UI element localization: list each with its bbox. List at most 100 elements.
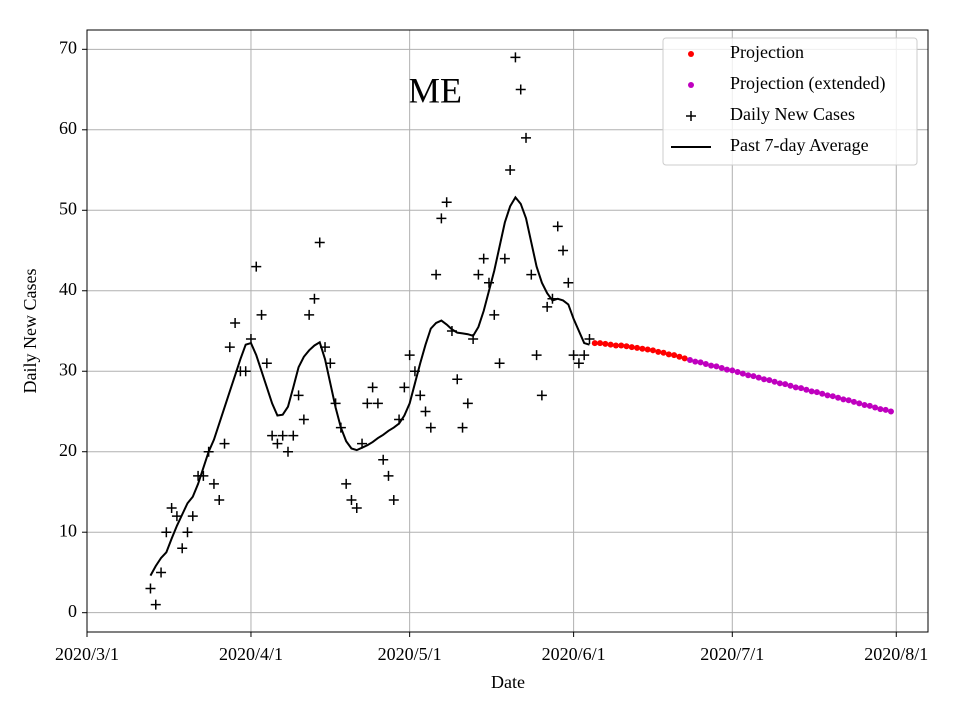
case-marker: [563, 277, 574, 288]
case-marker: [230, 317, 241, 328]
projection-point: [697, 359, 704, 366]
projection-point: [665, 351, 672, 358]
case-marker: [156, 567, 167, 578]
projection-point: [861, 402, 868, 409]
projection-point: [887, 408, 894, 415]
case-marker: [686, 111, 696, 121]
legend-label: Projection: [730, 42, 804, 62]
case-marker: [208, 478, 219, 489]
projection-point: [688, 82, 694, 88]
projection-point: [628, 344, 635, 351]
case-marker: [304, 309, 315, 320]
projection-point: [724, 366, 731, 373]
case-marker: [531, 350, 542, 361]
legend: Projection Projection (extended) Daily New…: [662, 37, 918, 166]
y-tick-label: 40: [59, 279, 77, 299]
case-marker: [436, 213, 447, 224]
y-tick-label: 60: [59, 118, 77, 138]
case-marker: [378, 454, 389, 465]
case-marker: [420, 406, 431, 417]
case-marker: [150, 599, 161, 610]
case-marker: [526, 269, 537, 280]
projection-point: [655, 348, 662, 355]
projection-point: [803, 386, 810, 393]
y-tick-label: 0: [68, 601, 77, 621]
projection-point: [750, 373, 757, 380]
projection-point: [688, 51, 694, 57]
case-marker: [224, 342, 235, 353]
projection-point: [813, 389, 820, 396]
legend-frame: [662, 37, 918, 166]
case-marker: [521, 132, 532, 143]
case-marker: [288, 430, 299, 441]
case-marker: [351, 503, 362, 514]
case-marker: [404, 350, 415, 361]
case-marker: [457, 422, 468, 433]
case-marker: [298, 414, 309, 425]
projection-point: [734, 369, 741, 376]
x-tick-label: 2020/6/1: [542, 644, 606, 664]
case-marker: [372, 398, 383, 409]
projection-point: [771, 378, 778, 385]
projection-point: [866, 402, 873, 409]
case-marker: [441, 197, 452, 208]
y-tick-label: 70: [59, 37, 77, 57]
case-marker: [367, 382, 378, 393]
y-axis-label: Daily New Cases: [20, 269, 40, 394]
projection-point: [729, 367, 736, 374]
projection-point: [776, 380, 783, 387]
projection-point: [798, 385, 805, 392]
case-marker: [473, 269, 484, 280]
case-marker: [341, 478, 352, 489]
case-marker: [483, 277, 494, 288]
case-marker: [552, 221, 563, 232]
case-marker: [314, 237, 325, 248]
case-marker: [431, 269, 442, 280]
projection-point: [602, 340, 609, 347]
case-marker: [325, 358, 336, 369]
case-marker: [272, 438, 283, 449]
projection-point: [671, 352, 678, 359]
projection-point: [686, 356, 693, 363]
case-marker: [309, 293, 320, 304]
case-marker: [293, 390, 304, 401]
projection-point: [597, 340, 604, 347]
case-marker: [277, 430, 288, 441]
case-marker: [558, 245, 569, 256]
average-line: [149, 195, 590, 577]
case-marker: [425, 422, 436, 433]
legend-label: Projection (extended): [730, 73, 885, 94]
case-marker: [579, 350, 590, 361]
case-marker: [256, 309, 267, 320]
projection-point: [681, 355, 688, 362]
x-tick-label: 2020/4/1: [219, 644, 283, 664]
case-marker: [478, 253, 489, 264]
case-marker: [542, 301, 553, 312]
projection-point: [850, 398, 857, 405]
projection-point: [713, 363, 720, 370]
projection-point: [829, 393, 836, 400]
case-marker: [161, 527, 172, 538]
chart-title: ME: [408, 70, 462, 110]
legend-label: Past 7-day Average: [730, 135, 869, 155]
case-marker: [568, 350, 579, 361]
case-marker: [510, 52, 521, 63]
projection-point: [819, 390, 826, 397]
case-marker: [145, 583, 156, 594]
x-tick-label: 2020/8/1: [864, 644, 928, 664]
case-marker: [494, 358, 505, 369]
projection-point: [634, 344, 641, 351]
projection-point: [787, 382, 794, 389]
projection-point: [755, 374, 762, 381]
projection-point: [782, 381, 789, 388]
projection-point: [877, 406, 884, 413]
case-marker: [282, 446, 293, 457]
projection-point: [692, 358, 699, 365]
case-marker: [177, 543, 188, 554]
case-marker: [346, 495, 357, 506]
projection-point: [708, 362, 715, 369]
projection-point: [824, 392, 831, 399]
projection-point: [882, 406, 889, 413]
